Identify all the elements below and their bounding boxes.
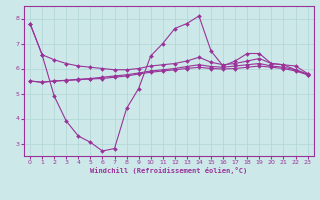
X-axis label: Windchill (Refroidissement éolien,°C): Windchill (Refroidissement éolien,°C)	[90, 167, 247, 174]
